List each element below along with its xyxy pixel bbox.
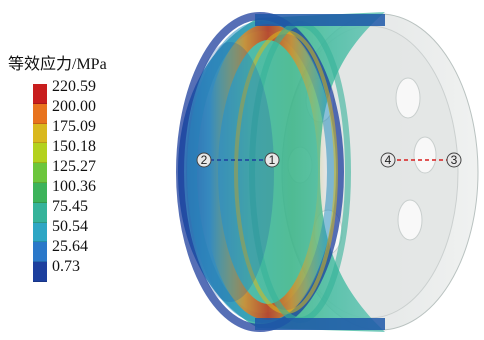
svg-text:2: 2 (201, 153, 208, 167)
legend-value-label: 0.73 (52, 258, 80, 275)
legend-swatch (33, 163, 47, 183)
svg-text:1: 1 (269, 153, 276, 167)
legend-title: 等效应力/MPa (8, 56, 107, 73)
legend-swatch (33, 84, 47, 104)
svg-text:4: 4 (385, 153, 392, 167)
legend-swatch (33, 202, 47, 223)
node-marker-4: 4 (380, 152, 396, 168)
legend-value-label: 25.64 (52, 238, 88, 255)
legend-value-label: 175.09 (52, 118, 96, 135)
legend-swatch (33, 103, 47, 124)
legend-value-label: 200.00 (52, 98, 96, 115)
node-marker-2: 2 (196, 152, 212, 168)
legend-value-label: 100.36 (52, 178, 96, 195)
node-marker-1: 1 (264, 152, 280, 168)
legend-color-bar (33, 84, 47, 282)
node-marker-3: 3 (446, 152, 462, 168)
legend-value-label: 220.59 (52, 78, 96, 95)
legend-swatch (33, 222, 47, 243)
svg-text:3: 3 (451, 153, 458, 167)
legend-swatch (33, 262, 47, 282)
legend-swatch (33, 183, 47, 203)
legend-value-label: 75.45 (52, 198, 88, 215)
legend-swatch (33, 123, 47, 144)
legend-swatch (33, 242, 47, 263)
rim-band (176, 12, 385, 332)
legend-swatch (33, 143, 47, 164)
legend-value-label: 50.54 (52, 218, 88, 235)
legend-value-label: 125.27 (52, 158, 96, 175)
legend-value-label: 150.18 (52, 138, 96, 155)
